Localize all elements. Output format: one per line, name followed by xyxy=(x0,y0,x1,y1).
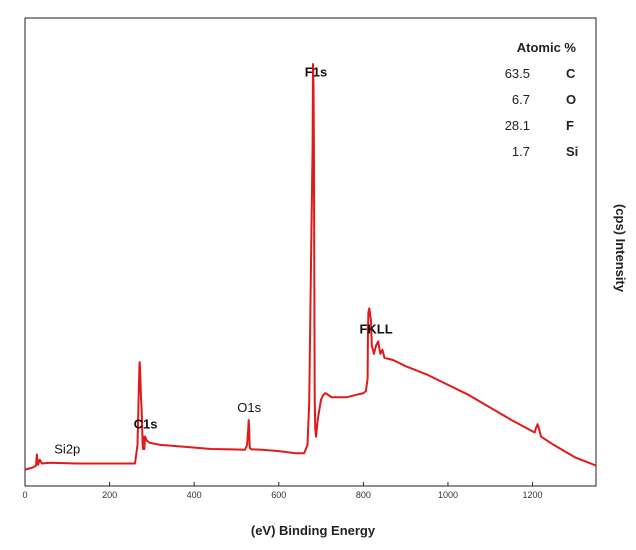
peak-label-f1s: F1s xyxy=(305,65,327,80)
plot-frame xyxy=(24,17,597,487)
peak-label-si2p: Si2p xyxy=(54,441,80,456)
x-tick-label: 800 xyxy=(356,490,371,500)
x-tick-label: 400 xyxy=(187,490,202,500)
y-axis-label: (cps) Intensity xyxy=(613,204,628,293)
plot-border xyxy=(24,17,597,487)
composition-value: 6.7 xyxy=(512,92,530,107)
composition-value: 1.7 xyxy=(512,144,530,159)
spectrum-line xyxy=(24,63,597,471)
x-tick-label: 600 xyxy=(271,490,286,500)
composition-element: C xyxy=(566,66,576,81)
peak-label-o1s: O1s xyxy=(237,400,261,415)
peak-annotations: Si2p C1s O1s F1s FKLL xyxy=(54,65,392,457)
x-axis-ticks: 0 200 400 600 800 1000 1200 xyxy=(22,482,543,500)
composition-value: 28.1 xyxy=(505,118,530,133)
composition-element: O xyxy=(566,92,576,107)
x-tick-label: 1000 xyxy=(438,490,458,500)
x-tick-label: 0 xyxy=(22,490,27,500)
atomic-composition-table: Atomic % 63.5 C 6.7 O 28.1 F 1.7 Si xyxy=(505,40,579,159)
series-layer xyxy=(24,63,597,471)
peak-label-fkll: FKLL xyxy=(359,321,392,336)
x-tick-label: 1200 xyxy=(523,490,543,500)
composition-element: F xyxy=(566,118,574,133)
composition-element: Si xyxy=(566,144,578,159)
peak-label-c1s: C1s xyxy=(134,417,158,432)
x-tick-label: 200 xyxy=(102,490,117,500)
composition-header: Atomic % xyxy=(517,40,577,55)
x-axis-label: (eV) Binding Energy xyxy=(251,523,376,538)
composition-value: 63.5 xyxy=(505,66,530,81)
